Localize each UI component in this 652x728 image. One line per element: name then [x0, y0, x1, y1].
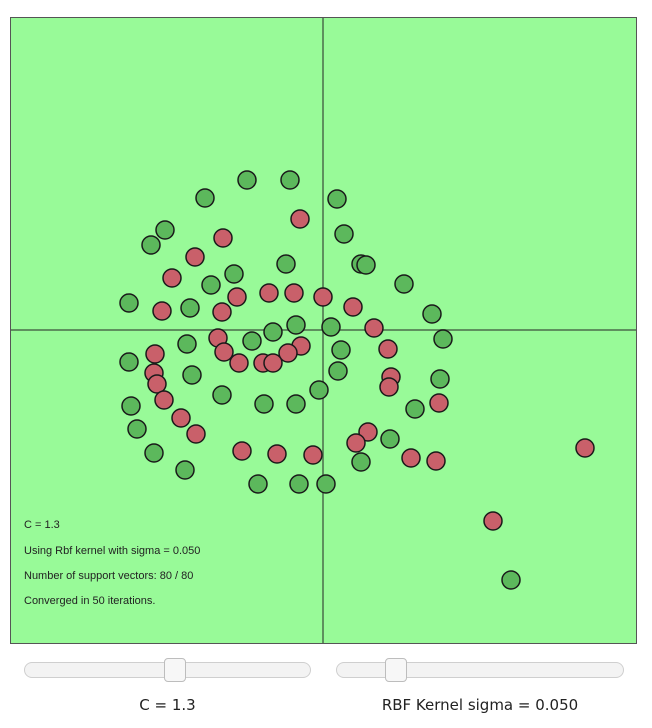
- data-point-negative[interactable]: [313, 287, 333, 307]
- data-point-positive[interactable]: [380, 429, 400, 449]
- data-point-positive[interactable]: [327, 189, 347, 209]
- data-point-positive[interactable]: [201, 275, 221, 295]
- data-point-positive[interactable]: [127, 419, 147, 439]
- data-point-negative[interactable]: [364, 318, 384, 338]
- data-point-positive[interactable]: [351, 452, 371, 472]
- data-point-negative[interactable]: [267, 444, 287, 464]
- data-point-negative[interactable]: [278, 343, 298, 363]
- data-point-negative[interactable]: [343, 297, 363, 317]
- data-point-negative[interactable]: [358, 422, 378, 442]
- data-point-positive[interactable]: [121, 396, 141, 416]
- data-point-negative[interactable]: [227, 287, 247, 307]
- data-point-positive[interactable]: [309, 380, 329, 400]
- data-point-negative[interactable]: [162, 268, 182, 288]
- data-point-negative[interactable]: [232, 441, 252, 461]
- data-point-positive[interactable]: [394, 274, 414, 294]
- data-point-positive[interactable]: [501, 570, 521, 590]
- c-slider-label: C = 1.3: [139, 696, 196, 714]
- data-point-negative[interactable]: [378, 339, 398, 359]
- data-point-negative[interactable]: [401, 448, 421, 468]
- data-point-positive[interactable]: [430, 369, 450, 389]
- data-point-negative[interactable]: [426, 451, 446, 471]
- data-point-positive[interactable]: [289, 474, 309, 494]
- kernel-info-text: Using Rbf kernel with sigma = 0.050: [24, 545, 201, 557]
- data-point-negative[interactable]: [346, 433, 366, 453]
- data-point-negative[interactable]: [152, 301, 172, 321]
- data-point-positive[interactable]: [144, 443, 164, 463]
- data-point-positive[interactable]: [180, 298, 200, 318]
- data-point-negative[interactable]: [259, 283, 279, 303]
- data-point-positive[interactable]: [224, 264, 244, 284]
- data-point-positive[interactable]: [119, 293, 139, 313]
- convergence-text: Converged in 50 iterations.: [24, 595, 156, 607]
- data-point-positive[interactable]: [316, 474, 336, 494]
- data-point-negative[interactable]: [483, 511, 503, 531]
- data-point-negative[interactable]: [575, 438, 595, 458]
- c-slider[interactable]: [24, 658, 311, 682]
- data-point-positive[interactable]: [263, 322, 283, 342]
- data-point-negative[interactable]: [290, 209, 310, 229]
- data-point-positive[interactable]: [356, 255, 376, 275]
- data-point-positive[interactable]: [212, 385, 232, 405]
- data-point-positive[interactable]: [195, 188, 215, 208]
- c-slider-thumb[interactable]: [164, 658, 186, 682]
- data-point-positive[interactable]: [422, 304, 442, 324]
- data-point-negative[interactable]: [145, 344, 165, 364]
- data-point-positive[interactable]: [433, 329, 453, 349]
- data-point-negative[interactable]: [147, 374, 167, 394]
- data-point-positive[interactable]: [177, 334, 197, 354]
- data-point-negative[interactable]: [379, 377, 399, 397]
- data-point-positive[interactable]: [405, 399, 425, 419]
- data-point-positive[interactable]: [242, 331, 262, 351]
- data-point-positive[interactable]: [331, 340, 351, 360]
- data-point-positive[interactable]: [119, 352, 139, 372]
- data-point-positive[interactable]: [276, 254, 296, 274]
- data-point-negative[interactable]: [212, 302, 232, 322]
- data-point-negative[interactable]: [185, 247, 205, 267]
- data-point-positive[interactable]: [141, 235, 161, 255]
- data-point-positive[interactable]: [286, 315, 306, 335]
- data-point-negative[interactable]: [229, 353, 249, 373]
- sigma-slider-thumb[interactable]: [385, 658, 407, 682]
- data-point-positive[interactable]: [280, 170, 300, 190]
- data-point-positive[interactable]: [182, 365, 202, 385]
- data-point-positive[interactable]: [328, 361, 348, 381]
- data-point-negative[interactable]: [213, 228, 233, 248]
- support-vectors-text: Number of support vectors: 80 / 80: [24, 570, 194, 582]
- data-point-negative[interactable]: [214, 342, 234, 362]
- sigma-slider[interactable]: [336, 658, 624, 682]
- data-point-negative[interactable]: [303, 445, 323, 465]
- data-point-negative[interactable]: [171, 408, 191, 428]
- data-point-positive[interactable]: [248, 474, 268, 494]
- sigma-slider-label: RBF Kernel sigma = 0.050: [381, 696, 579, 714]
- svm-plot-canvas[interactable]: [10, 17, 637, 644]
- data-point-negative[interactable]: [284, 283, 304, 303]
- data-point-negative[interactable]: [263, 353, 283, 373]
- data-point-positive[interactable]: [334, 224, 354, 244]
- data-point-negative[interactable]: [186, 424, 206, 444]
- c-value-text: C = 1.3: [24, 519, 60, 531]
- data-point-positive[interactable]: [254, 394, 274, 414]
- data-point-positive[interactable]: [175, 460, 195, 480]
- data-point-positive[interactable]: [286, 394, 306, 414]
- svm-plot-svg[interactable]: [11, 18, 636, 643]
- data-point-positive[interactable]: [155, 220, 175, 240]
- data-point-positive[interactable]: [237, 170, 257, 190]
- data-point-negative[interactable]: [429, 393, 449, 413]
- data-point-negative[interactable]: [154, 390, 174, 410]
- data-point-positive[interactable]: [321, 317, 341, 337]
